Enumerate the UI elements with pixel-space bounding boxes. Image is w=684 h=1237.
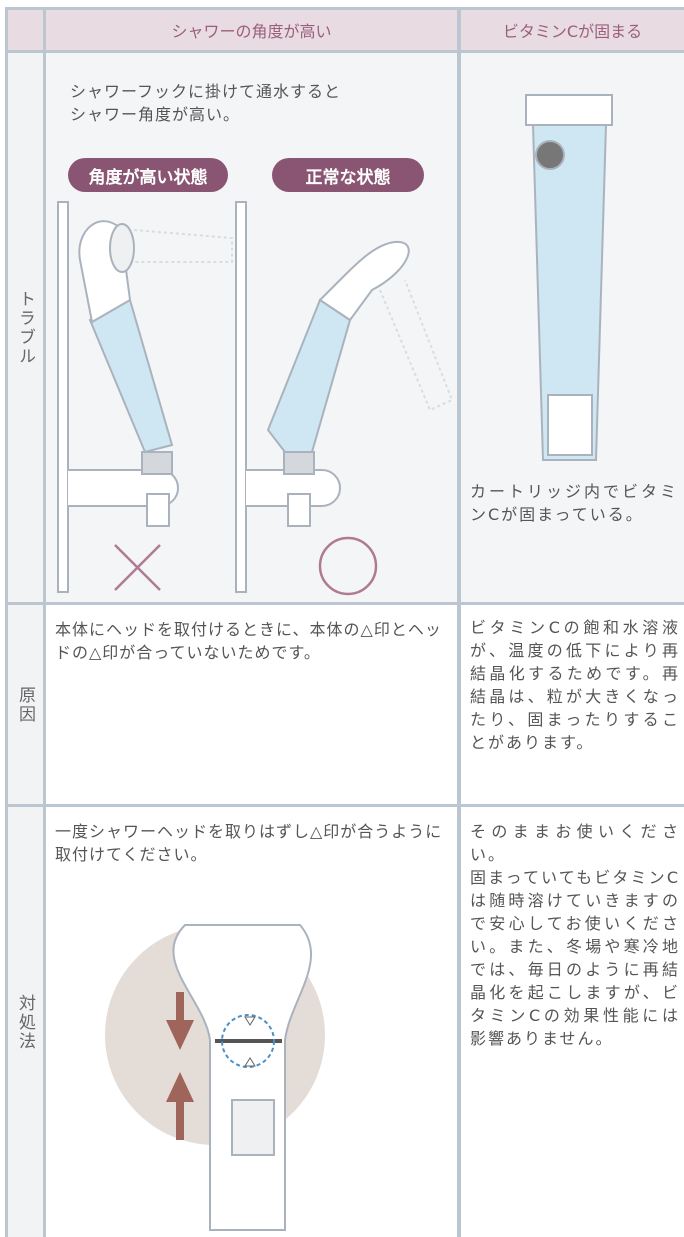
shower-bad — [57, 201, 233, 593]
text-line: シャワーフックに掛けて通水すると — [70, 82, 342, 101]
paragraph: 一度シャワーヘッドを取りはずし△印が合うように取付けてください。 — [55, 822, 443, 864]
cell — [461, 605, 684, 804]
cell — [461, 807, 684, 1237]
row-label: 原因 — [15, 685, 35, 724]
circle-mark — [318, 536, 378, 596]
badge: 角度が高い状態 — [68, 158, 228, 192]
align-marks — [244, 1016, 256, 1067]
shower-good — [235, 201, 454, 593]
cross-mark — [114, 544, 161, 591]
row-header: トラブル — [8, 53, 43, 602]
corner — [8, 10, 43, 50]
paragraph: カートリッジ内でビタミンCが固まっている。 — [470, 482, 678, 524]
cell — [46, 605, 457, 804]
row-header: 対処法 — [8, 807, 43, 1237]
paragraph: 固まっていてもビタミンCは随時溶けていきますので安心してお使いください。また、冬… — [470, 868, 680, 1048]
paragraph: ビタミンCの飽和水溶液が、温度の低下により再結晶化するためです。再結晶は、粒が大… — [470, 618, 680, 752]
row-label: トラブル — [15, 289, 35, 366]
header-cell: ビタミンCが固まる — [461, 10, 684, 50]
text-line: シャワー角度が高い。 — [70, 105, 241, 124]
cartridge — [525, 94, 613, 461]
paragraph: 本体にヘッドを取付けるときに、本体の△印とヘッドの△印が合っていないためです。 — [55, 620, 442, 662]
badge: 正常な状態 — [272, 158, 424, 192]
focus-circle — [221, 1014, 275, 1068]
row-label: 対処法 — [15, 993, 35, 1051]
handle — [172, 924, 313, 1231]
header-cell: シャワーの角度が高い — [46, 10, 457, 50]
row-header: 原因 — [8, 605, 43, 804]
arrows — [166, 992, 194, 1140]
paragraph: そのままお使いください。 — [470, 822, 680, 864]
